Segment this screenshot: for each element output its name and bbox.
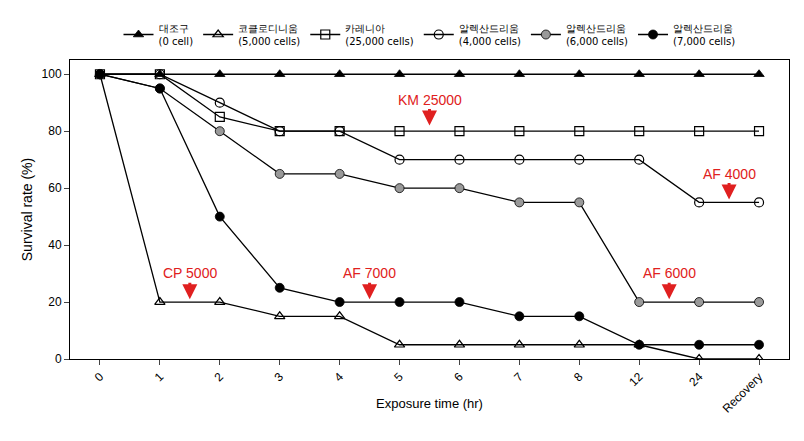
svg-text:대조구(0 cell): 대조구(0 cell)	[159, 23, 194, 47]
svg-text:알렉산드리움(4,000 cells): 알렉산드리움(4,000 cells)	[459, 23, 521, 47]
svg-text:5: 5	[391, 370, 406, 385]
svg-text:AF 7000: AF 7000	[343, 265, 396, 281]
svg-text:24: 24	[686, 370, 706, 390]
svg-text:Recovery: Recovery	[720, 370, 766, 416]
svg-text:카레니아(25,000 cells): 카레니아(25,000 cells)	[345, 23, 413, 47]
svg-text:0: 0	[55, 352, 62, 366]
svg-text:100: 100	[42, 67, 62, 81]
svg-text:알렉산드리움(6,000 cells): 알렉산드리움(6,000 cells)	[566, 23, 628, 47]
svg-text:8: 8	[571, 370, 586, 385]
svg-text:2: 2	[212, 370, 227, 385]
svg-text:0: 0	[92, 370, 107, 385]
svg-text:80: 80	[48, 124, 62, 138]
svg-text:7: 7	[511, 370, 526, 385]
svg-text:CP 5000: CP 5000	[163, 265, 217, 281]
svg-text:Survival rate (%): Survival rate (%)	[19, 158, 35, 261]
svg-text:6: 6	[451, 370, 466, 385]
svg-text:코클로디니움(5,000 cells): 코클로디니움(5,000 cells)	[238, 23, 300, 47]
svg-text:AF 6000: AF 6000	[643, 265, 696, 281]
svg-text:1: 1	[152, 370, 167, 385]
svg-text:알렉산드리움(7,000 cells): 알렉산드리움(7,000 cells)	[673, 23, 735, 47]
svg-text:AF 4000: AF 4000	[703, 166, 756, 182]
svg-text:Exposure time (hr): Exposure time (hr)	[376, 396, 483, 411]
svg-text:3: 3	[271, 370, 286, 385]
svg-text:60: 60	[48, 181, 62, 195]
svg-text:12: 12	[626, 370, 646, 390]
svg-text:20: 20	[48, 295, 62, 309]
svg-text:4: 4	[331, 370, 346, 385]
svg-text:40: 40	[48, 238, 62, 252]
svg-text:KM 25000: KM 25000	[398, 92, 462, 108]
